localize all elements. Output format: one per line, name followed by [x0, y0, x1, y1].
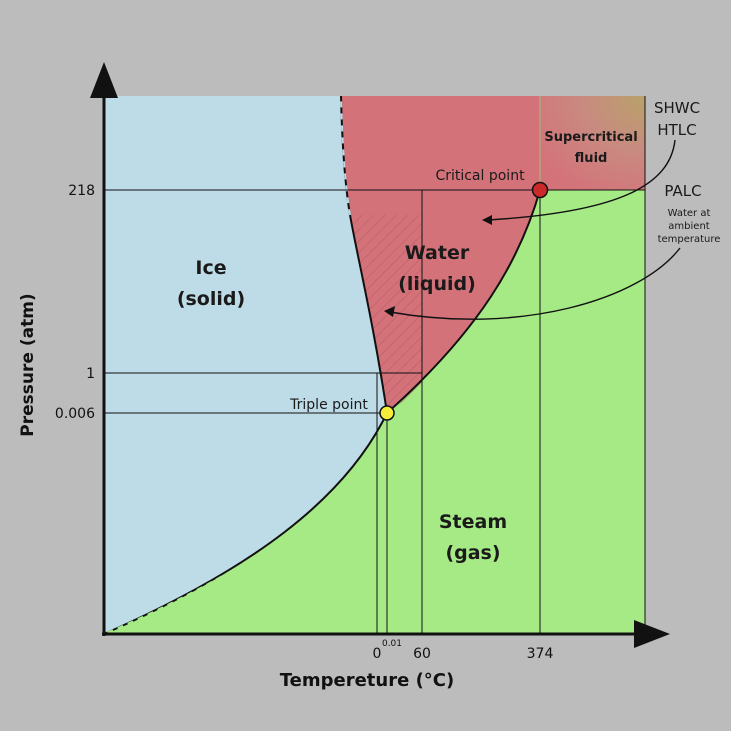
shwc-arrow [487, 139, 676, 221]
x-tick-60: 60 [413, 646, 431, 662]
palc-arrow [389, 247, 681, 320]
ice-region [104, 96, 387, 634]
supercritical-region [540, 96, 645, 190]
y-tick-1: 1 [86, 366, 95, 382]
sublimation-curve-dashed [103, 559, 251, 635]
y-axis-label: Pressure (atm) [18, 293, 38, 436]
ambient-label-line2: ambient [668, 221, 709, 232]
triple-point-marker [379, 405, 395, 421]
steam-label: Steam [439, 511, 507, 533]
ice-sublabel: (solid) [177, 288, 245, 310]
triple-point-label: Triple point [289, 397, 368, 413]
supercritical-label: Supercritical [544, 130, 637, 145]
x-axis-arrow-icon [634, 620, 670, 648]
water-sublabel: (liquid) [398, 273, 476, 295]
x-tick-374: 374 [527, 646, 554, 662]
x-tick-0: 0 [373, 646, 382, 662]
steam-sublabel: (gas) [445, 542, 500, 564]
water-label: Water [405, 242, 470, 264]
critical-point-marker [531, 181, 549, 199]
ambient-label-line3: temperature [658, 234, 721, 245]
palc-label: PALC [664, 182, 701, 200]
htlc-label: HTLC [657, 121, 696, 139]
ambient-label-line1: Water at [668, 208, 711, 219]
critical-point-label: Critical point [435, 168, 525, 184]
x-axis-label: Tempereture (°C) [280, 670, 454, 691]
shwc-arrowhead-icon [482, 215, 492, 225]
ice-label: Ice [195, 257, 226, 279]
y-axis-arrow-icon [90, 62, 118, 98]
y-tick-0006: 0.006 [55, 406, 95, 422]
hatched-area [350, 215, 422, 413]
x-tick-001: 0.01 [382, 639, 402, 649]
y-tick-218: 218 [68, 183, 95, 199]
supercritical-sublabel: fluid [575, 151, 608, 166]
shwc-label: SHWC [654, 99, 700, 117]
palc-arrowhead-icon [384, 306, 395, 317]
melting-curve [340, 95, 388, 414]
axes [90, 62, 670, 648]
